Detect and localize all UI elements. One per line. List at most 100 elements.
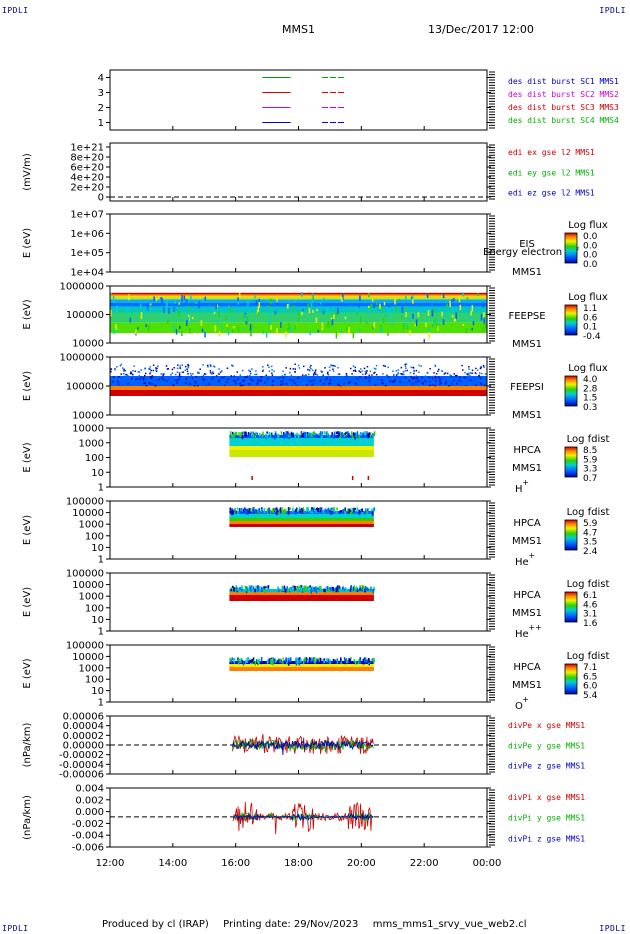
hpca-pixel: [359, 587, 361, 591]
colorbar-tick-feepse: 0.6: [583, 313, 598, 323]
hpca-pixel: [246, 658, 248, 663]
y-tick-label-eis: 1e+06: [70, 229, 104, 240]
hpca-pixel: [315, 509, 317, 514]
spectrogram-pixel: [483, 366, 485, 368]
footer: Produced by cl (IRAP) Printing date: 29/…: [102, 919, 527, 930]
hpca-pixel: [356, 431, 359, 436]
spectrogram-pixel: [177, 364, 179, 366]
spectrogram-pixel: [218, 373, 221, 375]
spectrogram-pixel: [310, 384, 313, 387]
spectrogram-pixel: [257, 306, 260, 312]
spectrogram-pixel: [469, 383, 472, 386]
hpca-pixel: [230, 659, 233, 664]
spectrogram-pixel: [395, 370, 398, 372]
spectrogram-pixel: [359, 295, 361, 302]
hpca-pixel: [321, 434, 323, 439]
spectrogram-pixel: [133, 378, 136, 381]
hpca-pixel: [354, 507, 356, 510]
hpca-pixel: [314, 587, 317, 591]
spectrogram-pixel: [119, 365, 122, 367]
hpca-pixel: [330, 507, 332, 510]
spectrogram-pixel: [214, 325, 217, 332]
spectrogram-pixel: [338, 384, 340, 386]
spectrogram-pixel: [110, 371, 112, 373]
spectrogram-pixel: [451, 307, 454, 313]
spectrogram-pixel: [451, 299, 453, 303]
hpca-pixel: [294, 510, 297, 515]
spectrogram-pixel: [219, 371, 222, 374]
spectrogram-pixel: [371, 298, 374, 302]
spectrogram-pixel: [218, 331, 221, 337]
spectrogram-pixel: [430, 382, 432, 384]
hpca-pixel: [253, 509, 255, 514]
spectrogram-pixel: [294, 382, 296, 384]
hpca-pixel: [333, 507, 335, 511]
spectrogram-pixel: [411, 377, 414, 380]
hpca-pixel: [231, 657, 233, 660]
hpca-pixel: [330, 586, 333, 590]
spectrogram-pixel: [154, 384, 157, 387]
colorbar-tick-hpca_o: 7.1: [583, 663, 597, 673]
hpca-pixel: [363, 431, 366, 435]
x-tick-label: 18:00: [284, 858, 313, 869]
spectrogram-pixel: [428, 376, 430, 379]
spectrogram-pixel: [418, 380, 420, 382]
spectrogram-pixel: [187, 377, 189, 379]
spectrogram-pixel: [387, 376, 390, 379]
hpca-pixel: [240, 432, 242, 437]
spectrogram-pixel: [402, 372, 404, 375]
hpca-pixel: [327, 588, 329, 593]
colorbar-title-hpca_hepp: Log fdist: [567, 579, 610, 590]
spectrogram-pixel: [232, 326, 235, 329]
y-tick-label-feepse: 1000000: [59, 282, 104, 293]
hpca-pixel: [361, 509, 363, 515]
hpca-pixel: [300, 588, 303, 592]
spectrogram-pixel: [325, 379, 327, 381]
spectrogram-pixel: [118, 378, 120, 381]
spectrogram-pixel: [115, 377, 117, 379]
spectrogram-pixel: [434, 375, 436, 378]
hpca-pixel: [336, 586, 339, 592]
hpca-pixel: [364, 658, 367, 663]
spectrogram-pixel: [400, 373, 402, 375]
spectrogram-pixel: [354, 366, 357, 369]
spectrogram-pixel: [310, 367, 312, 370]
hpca-pixel: [367, 658, 370, 663]
hpca-pixel: [230, 588, 233, 592]
spectrogram-pixel: [256, 384, 259, 387]
hpca-pixel: [355, 434, 357, 438]
spectrogram-pixel: [185, 298, 188, 303]
spectrogram-pixel: [333, 365, 336, 367]
spectrogram-pixel: [340, 330, 342, 334]
hpca-pixel: [268, 507, 270, 512]
spectrogram-pixel: [351, 373, 353, 375]
y-tick-label-hpca_he: 1000: [79, 520, 104, 531]
spectrogram-pixel: [380, 326, 382, 333]
x-tick-label: 20:00: [347, 858, 376, 869]
spectrogram-pixel: [123, 369, 125, 372]
spectrogram-pixel: [382, 318, 385, 324]
spectrogram-pixel: [284, 373, 287, 376]
spectrogram-pixel: [364, 379, 366, 382]
hpca-pixel: [359, 433, 362, 436]
hpca-pixel: [354, 660, 357, 665]
hpca-pixel: [310, 588, 312, 594]
spectrogram-pixel: [265, 374, 267, 377]
hpca-pixel: [308, 431, 310, 435]
y-axis-label-feepsi: E (eV): [22, 371, 33, 401]
spectrogram-pixel: [175, 373, 177, 376]
spectrogram-pixel: [458, 380, 461, 382]
y-tick-label-burst: 2: [98, 103, 104, 114]
hpca-pixel: [274, 434, 276, 440]
hpca-pixel: [309, 588, 311, 593]
hpca-pixel: [349, 659, 351, 664]
spectrogram-pixel: [349, 383, 351, 386]
colorbar-tick-hpca_hepp: 6.1: [583, 591, 597, 601]
spectrogram-pixel: [163, 307, 165, 313]
spectrogram-pixel: [405, 311, 407, 318]
y-axis-label-feepse: E (eV): [22, 299, 33, 329]
hpca-pixel: [336, 507, 338, 511]
y-tick-label-divpi: 0.000: [75, 807, 104, 818]
hpca-band: [229, 667, 374, 671]
